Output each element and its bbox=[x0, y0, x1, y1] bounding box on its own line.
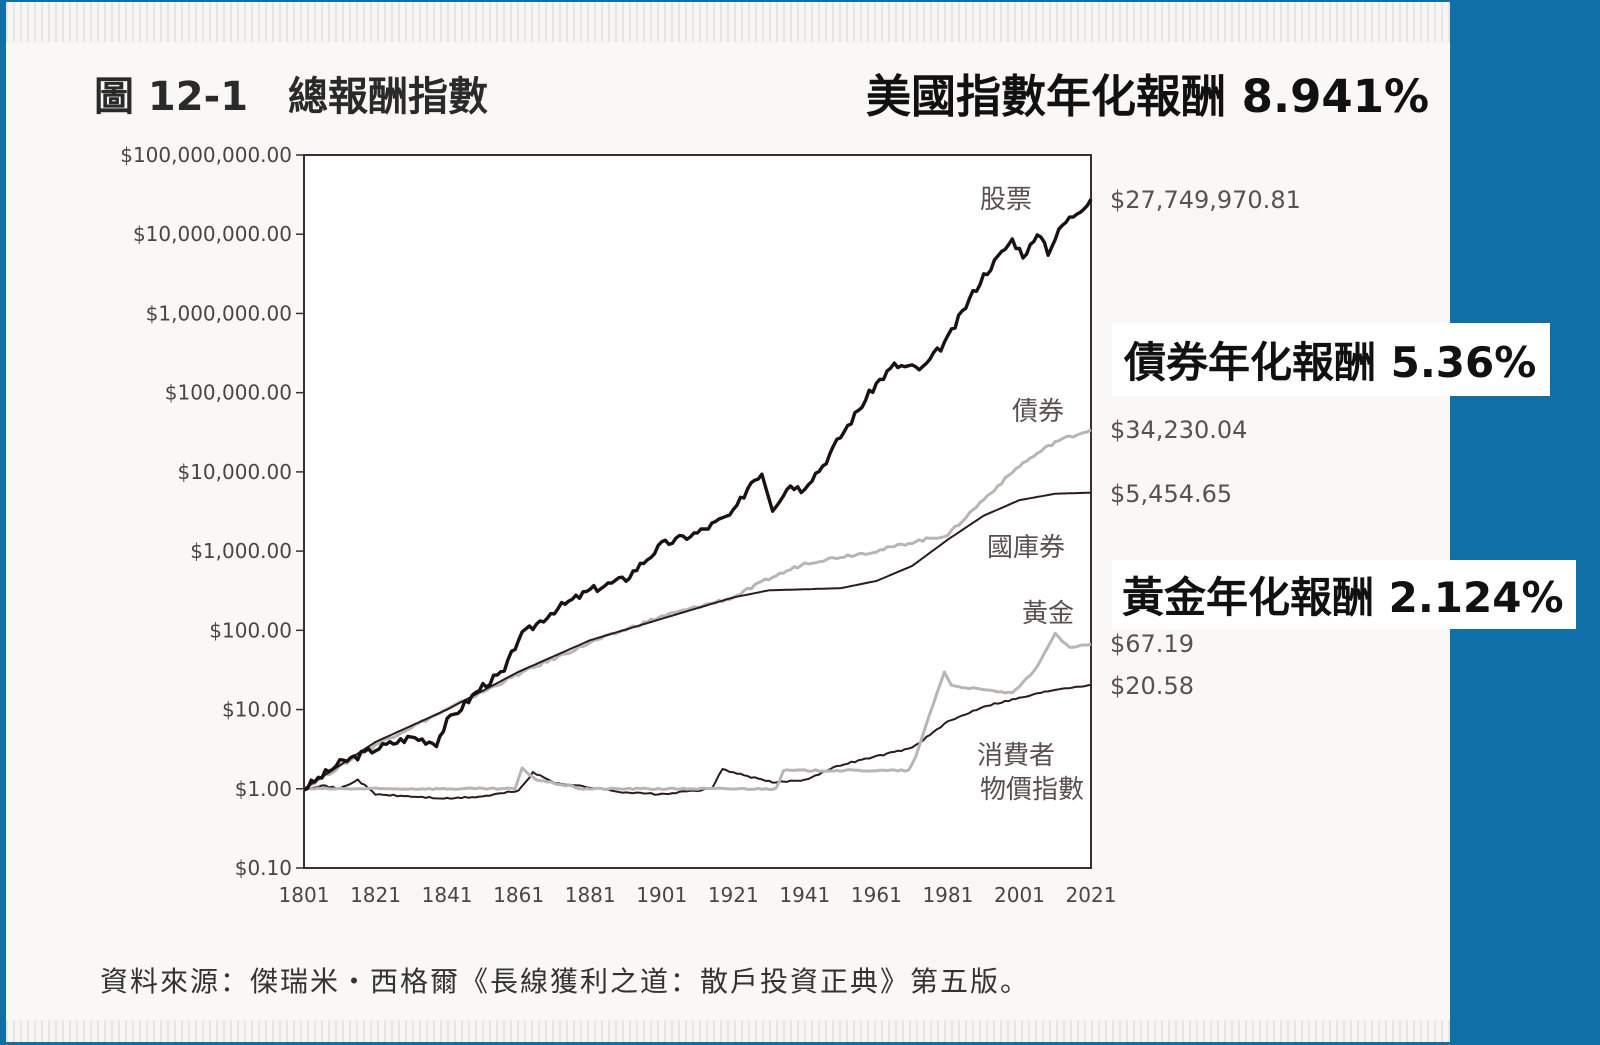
decorative-border-top bbox=[6, 2, 1450, 42]
y-tick-label: $1,000.00 bbox=[190, 539, 292, 563]
plot-frame bbox=[303, 154, 1092, 869]
series-end-value: $67.19 bbox=[1110, 630, 1194, 658]
y-tick-label: $0.10 bbox=[235, 856, 292, 880]
y-tick-label: $1,000,000.00 bbox=[146, 301, 292, 325]
series-name-label: 國庫券 bbox=[987, 533, 1065, 563]
series-line-3 bbox=[303, 631, 1092, 791]
series-line-0 bbox=[303, 198, 1093, 792]
series-name-label: 黃金 bbox=[1022, 599, 1074, 629]
series-name-label-line2: 物價指數 bbox=[980, 775, 1084, 805]
series-end-value: $5,454.65 bbox=[1110, 480, 1232, 508]
y-tick-label: $10.00 bbox=[222, 698, 292, 722]
source-note: 資料來源：傑瑞米・西格爾《長線獲利之道：散戶投資正典》第五版。 bbox=[100, 965, 1031, 998]
series-name-label-line1: 消費者 bbox=[977, 741, 1055, 771]
x-tick-label: 1901 bbox=[636, 883, 687, 907]
x-tick-label: 1821 bbox=[350, 883, 401, 907]
y-tick-label: $100,000,000.00 bbox=[120, 143, 292, 167]
x-tick-label: 1941 bbox=[779, 883, 830, 907]
series-name-label: 股票 bbox=[980, 185, 1032, 215]
bond-return-label: 債券年化報酬 5.36% bbox=[1112, 323, 1551, 396]
series-end-value: $27,749,970.81 bbox=[1110, 186, 1301, 214]
x-tick-label: 1961 bbox=[851, 883, 902, 907]
x-tick-label: 1921 bbox=[708, 883, 759, 907]
figure-card: 圖 12-1 總報酬指數 $100,000,000.00 $10,000,000.… bbox=[6, 2, 1450, 1042]
y-tick-label: $10,000,000.00 bbox=[133, 222, 292, 246]
series-line-2 bbox=[303, 491, 1092, 790]
y-tick-label: $100.00 bbox=[209, 618, 292, 642]
y-tick-label: $1.00 bbox=[235, 777, 292, 801]
series-end-value: $34,230.04 bbox=[1110, 416, 1247, 444]
x-tick-label: 1981 bbox=[922, 883, 973, 907]
gold-return-label: 黃金年化報酬 2.124% bbox=[1112, 560, 1576, 629]
x-tick-label: 1881 bbox=[565, 883, 616, 907]
line-chart: $100,000,000.00 $10,000,000.00 $1,000,000.… bbox=[120, 143, 1301, 907]
x-tick-label: 1841 bbox=[422, 883, 473, 907]
y-tick-label: $10,000.00 bbox=[177, 460, 292, 484]
x-tick-label: 1801 bbox=[279, 883, 330, 907]
y-tick-label: $100,000.00 bbox=[165, 381, 292, 405]
x-tick-label: 2021 bbox=[1066, 883, 1117, 907]
series-end-value: $20.58 bbox=[1110, 672, 1194, 700]
us-index-return-label: 美國指數年化報酬 8.941% bbox=[866, 70, 1430, 123]
x-tick-label: 2001 bbox=[994, 883, 1045, 907]
x-tick-label: 1861 bbox=[493, 883, 544, 907]
decorative-border-bottom bbox=[6, 1020, 1450, 1042]
series-line-4 bbox=[303, 683, 1092, 800]
series-name-label: 債券 bbox=[1012, 397, 1064, 427]
figure-title: 圖 12-1 總報酬指數 bbox=[94, 74, 489, 120]
